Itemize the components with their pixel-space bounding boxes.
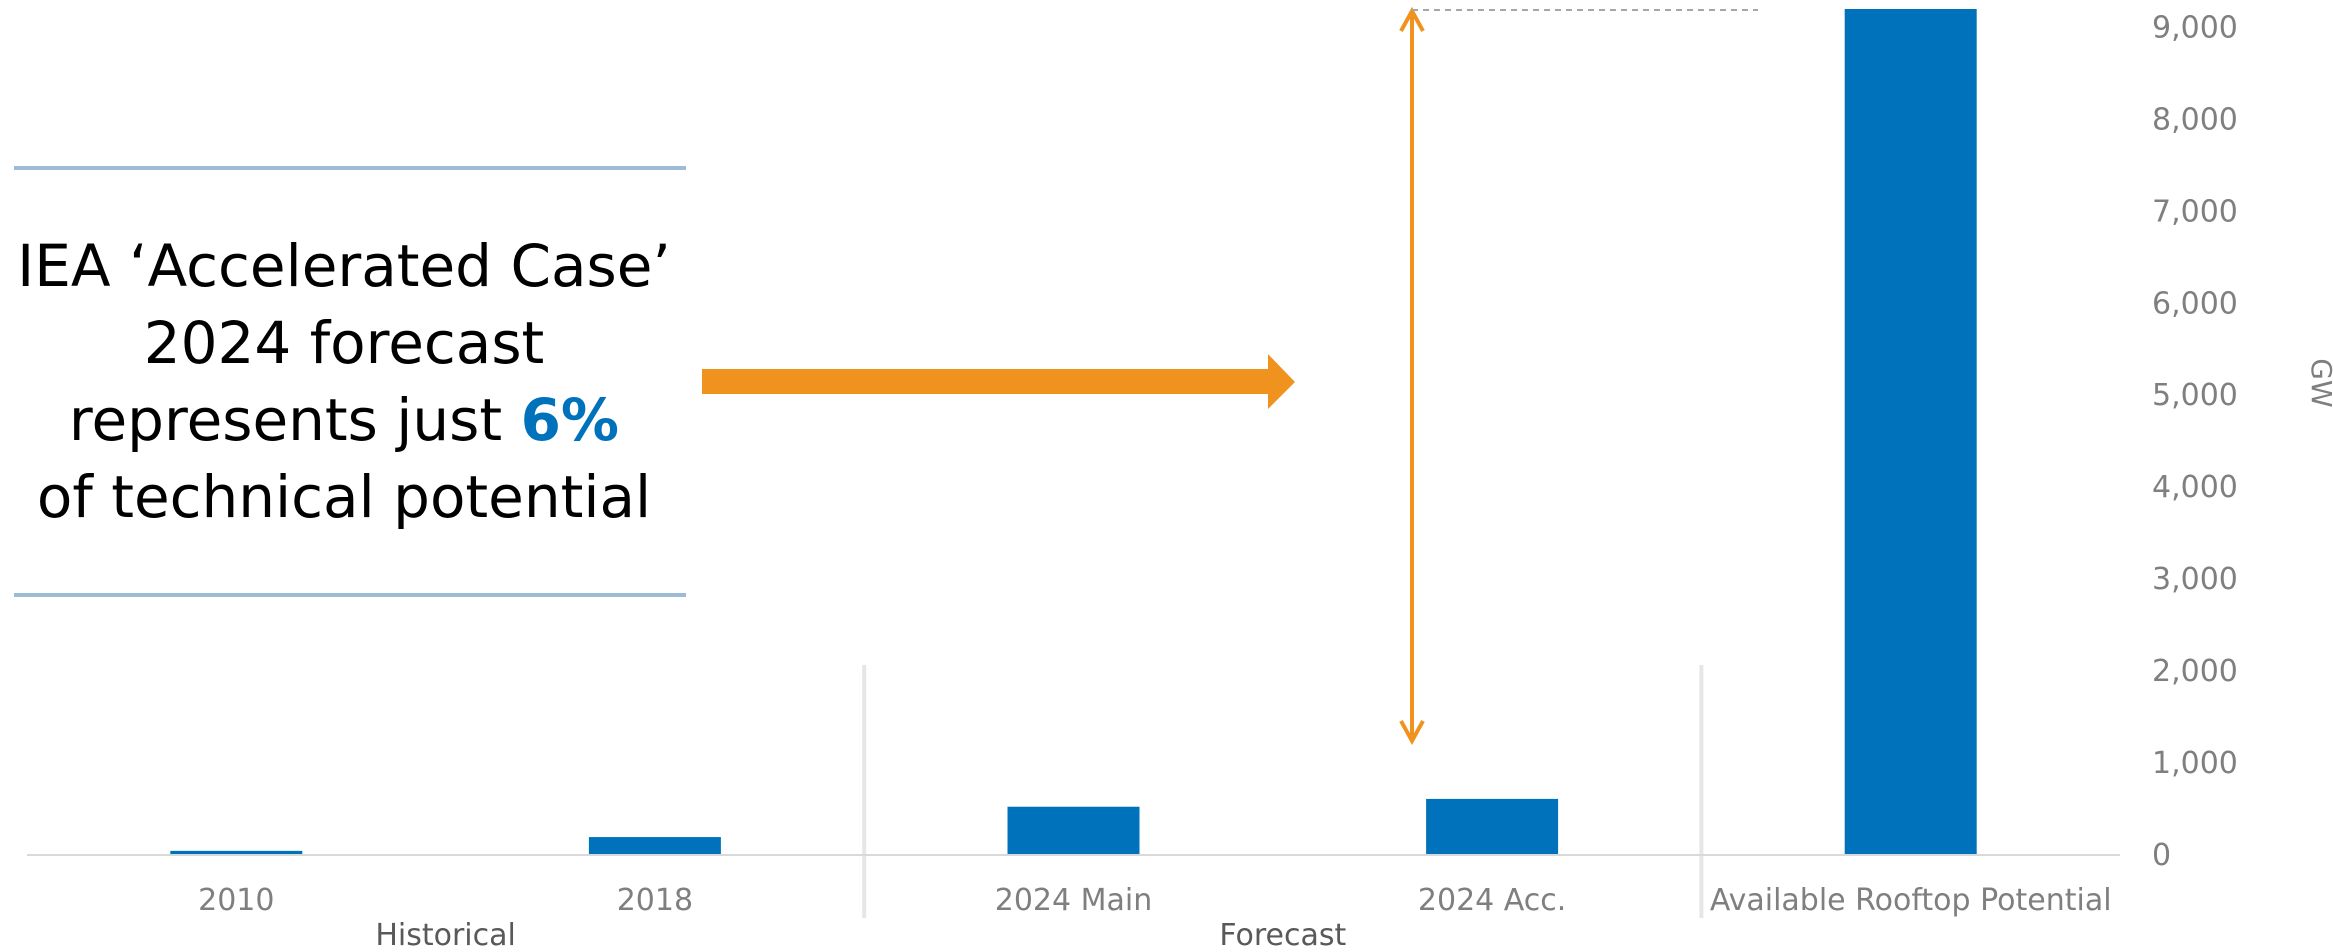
- y-tick-label: 0: [2152, 838, 2171, 873]
- x-axis-labels: 2010 2018 2024 Main 2024 Acc. Available Roof…: [198, 883, 2111, 918]
- callout-line-2: 2024 forecast: [143, 309, 545, 377]
- bar: [170, 850, 303, 855]
- y-axis-title: GW: [2305, 358, 2333, 407]
- y-tick-label: 4,000: [2152, 470, 2238, 505]
- bar: [1007, 806, 1140, 855]
- callout-line-4: of technical potential: [36, 463, 652, 531]
- x-tick-label: Available Rooftop Potential: [1710, 883, 2112, 918]
- group-dividers: [862, 665, 1704, 918]
- y-axis-labels: 0 1,000 2,000 3,000 4,000 5,000 6,000 7,000 8,00…: [2152, 10, 2238, 873]
- bar: [1426, 798, 1559, 855]
- group-labels: Historical Forecast: [375, 918, 1346, 952]
- callout-line-3: represents just 6%: [14, 382, 674, 459]
- y-tick-label: 9,000: [2152, 10, 2238, 45]
- y-tick-label: 7,000: [2152, 194, 2238, 229]
- y-tick-label: 3,000: [2152, 562, 2238, 597]
- y-tick-label: 6,000: [2152, 286, 2238, 321]
- bars: [170, 9, 1977, 855]
- callout-line-3-prefix: represents just: [68, 386, 521, 454]
- y-tick-label: 1,000: [2152, 746, 2238, 781]
- y-tick-label: 8,000: [2152, 102, 2238, 137]
- gap-arrow-head-bottom: [1399, 719, 1425, 746]
- x-tick-label: 2018: [617, 883, 693, 918]
- y-tick-label: 5,000: [2152, 378, 2238, 413]
- group-label: Historical: [375, 918, 516, 952]
- callout-line-1: IEA ‘Accelerated Case’: [17, 232, 671, 300]
- bar: [588, 837, 721, 855]
- y-tick-label: 2,000: [2152, 654, 2238, 689]
- callout-highlight: 6%: [520, 386, 620, 454]
- x-tick-label: 2010: [198, 883, 274, 918]
- x-tick-label: 2024 Acc.: [1418, 883, 1566, 918]
- bar: [1844, 9, 1977, 855]
- x-tick-label: 2024 Main: [995, 883, 1153, 918]
- annotation: [14, 6, 1758, 746]
- callout-arrow: [702, 354, 1295, 409]
- group-label: Forecast: [1219, 918, 1346, 952]
- callout-text: IEA ‘Accelerated Case’ 2024 forecast rep…: [14, 228, 674, 536]
